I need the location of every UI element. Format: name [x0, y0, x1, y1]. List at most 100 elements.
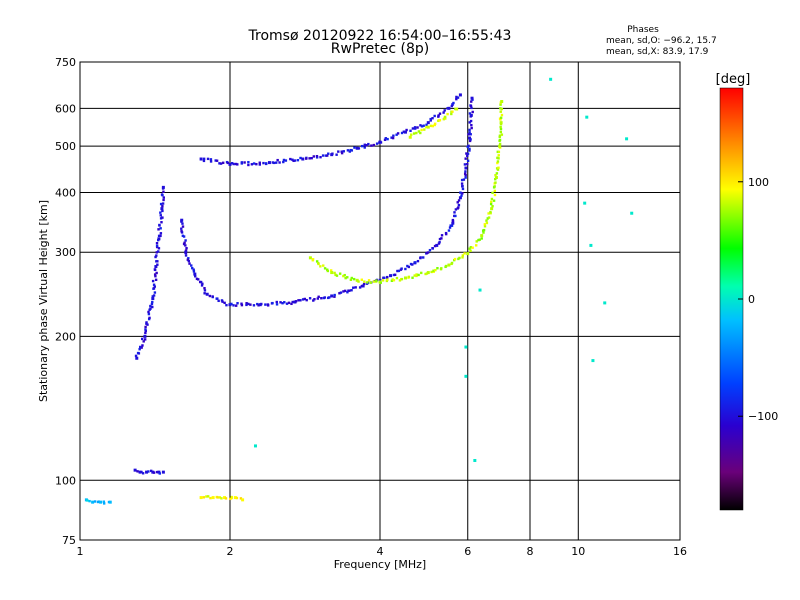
data-point: [232, 304, 235, 307]
data-point: [494, 178, 497, 181]
data-point: [155, 260, 158, 263]
data-point: [253, 444, 257, 448]
data-point: [245, 302, 248, 305]
data-point: [495, 172, 499, 175]
data-point: [492, 199, 496, 202]
data-point: [434, 268, 437, 272]
data-point: [386, 275, 389, 279]
data-point: [209, 158, 213, 161]
data-point: [352, 277, 356, 281]
data-point: [361, 284, 365, 288]
data-point: [185, 247, 188, 250]
data-point: [333, 271, 336, 275]
data-point: [416, 126, 419, 129]
data-point: [180, 220, 183, 223]
data-point: [426, 125, 430, 129]
data-point: [97, 500, 100, 503]
data-point: [500, 133, 504, 136]
data-point: [438, 112, 442, 115]
data-point: [201, 282, 204, 285]
y-axis-label: Stationary phase Virtual Height [km]: [37, 200, 50, 402]
data-point: [137, 352, 141, 355]
data-point: [389, 274, 393, 278]
data-point: [275, 300, 278, 304]
data-point: [591, 359, 595, 363]
data-point: [400, 267, 403, 270]
data-point: [499, 103, 502, 106]
data-point: [398, 279, 402, 282]
data-point: [358, 286, 362, 289]
data-point: [396, 269, 399, 273]
data-point: [464, 176, 467, 179]
data-point: [379, 141, 383, 144]
data-point: [151, 470, 155, 474]
data-point: [143, 338, 147, 341]
data-point: [157, 234, 161, 238]
data-point: [155, 241, 159, 245]
data-point: [350, 149, 354, 152]
data-point: [496, 161, 499, 165]
data-point: [500, 107, 503, 111]
data-point: [184, 239, 187, 242]
data-point: [348, 289, 351, 292]
data-point: [408, 135, 412, 139]
data-point: [182, 242, 186, 246]
data-points: [84, 77, 634, 505]
data-point: [430, 270, 433, 274]
data-point: [375, 142, 379, 145]
data-point: [491, 191, 494, 195]
series-points: [134, 185, 165, 360]
data-point: [333, 293, 336, 297]
data-point: [435, 243, 439, 247]
data-point: [102, 500, 106, 503]
data-point: [279, 301, 282, 304]
data-point: [404, 267, 407, 271]
data-point: [466, 162, 469, 166]
data-point: [134, 354, 138, 358]
data-point: [181, 225, 185, 228]
data-point: [485, 221, 489, 225]
data-point: [625, 137, 629, 141]
data-point: [271, 161, 274, 164]
data-point: [140, 346, 143, 349]
data-point: [450, 104, 454, 108]
data-point: [365, 144, 368, 147]
data-point: [424, 272, 427, 276]
data-point: [457, 203, 461, 207]
data-point: [161, 470, 165, 474]
data-point: [391, 278, 394, 281]
data-point: [211, 496, 215, 500]
data-point: [464, 166, 468, 170]
data-point: [470, 123, 473, 127]
data-point: [413, 126, 417, 129]
data-point: [433, 122, 437, 126]
data-point: [500, 113, 504, 117]
data-point: [455, 107, 459, 111]
data-point: [455, 95, 458, 99]
data-point: [320, 297, 323, 300]
data-point: [216, 496, 219, 499]
data-point: [195, 277, 199, 281]
data-point: [440, 234, 444, 237]
y-tick-label: 200: [55, 330, 76, 343]
data-point: [155, 251, 158, 254]
colorbar-tick-label: 0: [748, 293, 755, 306]
data-point: [466, 159, 470, 163]
data-point: [386, 137, 389, 141]
data-point: [266, 303, 270, 306]
data-point: [326, 268, 329, 271]
data-point: [468, 131, 471, 134]
data-point: [159, 232, 163, 235]
data-point: [319, 265, 322, 268]
data-point: [310, 156, 313, 160]
data-point: [346, 149, 350, 152]
data-point: [464, 170, 467, 173]
data-point: [459, 191, 462, 194]
data-point: [450, 112, 453, 116]
data-point: [159, 234, 162, 238]
data-point: [138, 470, 142, 474]
data-point: [155, 254, 158, 257]
series-points: [308, 100, 504, 284]
data-point: [426, 271, 430, 275]
data-point: [214, 159, 217, 162]
